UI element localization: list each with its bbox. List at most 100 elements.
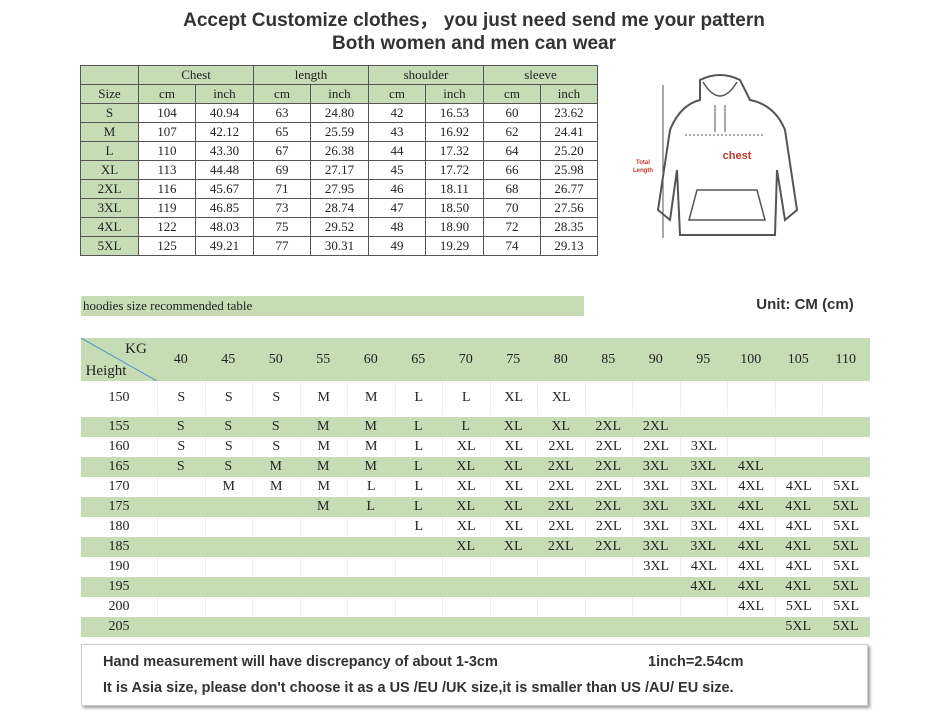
table-cell: 69 [254,161,311,180]
table-cell: 42.12 [196,123,254,142]
table-cell: M [347,381,395,415]
table-cell: 45 [221,351,236,367]
table-cell [81,617,870,637]
table-cell: 2XL [547,539,574,554]
table-cell: 3XL [679,477,728,497]
table-cell [252,517,300,537]
table-cell: inch [196,85,254,104]
corner-diagonal [81,338,157,381]
header-line: Both women and men can wear [332,33,616,54]
table-cell [727,381,775,415]
table-cell: 4XL [785,539,812,554]
table-cell: L [394,517,443,537]
table-cell [775,417,823,437]
table-cell: XL [503,539,523,554]
table-cell: cm [254,85,311,104]
table-cell: 3XL [690,499,717,514]
table-cell: 110 [835,351,856,367]
table-cell: L [347,477,395,497]
table-cell: 64 [484,142,541,161]
diagram-label: Total [636,160,650,166]
table-cell [252,557,300,577]
table-cell: XL [551,419,571,434]
diagram-label: Length [633,168,653,174]
table-cell: 29.13 [541,237,598,256]
table-cell: 74 [484,237,541,256]
table-cell [490,617,538,637]
table-cell: 2XL [584,477,633,497]
table-cell [157,477,205,497]
table-cell: 75 [506,351,521,367]
table-cell [395,617,443,637]
table-cell [81,437,870,457]
hoodie-diagram: chest Total Length [633,74,799,238]
table-cell: 70 [484,199,541,218]
table-cell: 4XL [737,579,764,594]
table-cell [205,577,253,597]
table-cell [584,597,633,617]
table-cell [585,577,633,597]
table-cell: 2XL [595,459,622,474]
table-cell: XL [456,459,476,474]
table-cell [299,597,348,617]
table-cell: 5XL [832,499,859,514]
table-cell: 2XL [632,437,680,457]
table-cell: S [176,459,185,474]
table-cell: 26.77 [541,180,598,199]
table-cell [347,597,395,617]
table-cell [585,617,633,637]
table-cell [727,617,775,637]
table-cell: 2XL [537,437,585,457]
table-cell: 3XL [632,517,680,537]
size-table [80,65,598,256]
table-cell: 27.17 [311,161,369,180]
table-cell: 200 [108,599,130,614]
table-cell: 40 [173,351,188,367]
table-cell [252,537,300,557]
table-cell: S [224,419,233,434]
table-cell: 100 [740,351,762,367]
table-cell [300,617,348,637]
table-cell: M [81,123,139,142]
table-cell: 3XL [642,459,669,474]
table-cell: M [364,419,377,434]
table-cell [347,617,395,637]
table-cell: 125 [139,237,196,256]
table-cell: 42 [369,104,426,123]
table-cell [394,557,443,577]
table-cell [205,537,253,557]
table-cell [157,597,205,617]
table-cell [81,66,139,85]
table-cell: 5XL [832,579,859,594]
table-cell: L [442,381,490,415]
table-cell: XL [442,437,490,457]
table-cell [205,617,253,637]
table-cell: 40.94 [196,104,254,123]
table-cell: XL [503,499,523,514]
table-cell: S [204,437,253,457]
table-cell: 4XL [737,459,764,474]
table-cell: 47 [369,199,426,218]
table-cell: 3XL [642,499,669,514]
table-cell: 105 [787,351,809,367]
table-cell [395,537,443,557]
table-cell [81,381,870,415]
table-cell: 25.98 [541,161,598,180]
table-cell: XL [456,499,476,514]
table-cell: XL [537,381,585,415]
table-cell: S [252,437,300,457]
table-cell: Chest [139,66,254,85]
table-cell: 4XL [774,557,823,577]
table-cell: L [413,459,423,474]
table-cell: 55 [316,351,331,367]
table-cell: 18.50 [426,199,484,218]
table-cell: 4XL [785,579,812,594]
table-cell: 66 [484,161,541,180]
table-cell: M [204,477,253,497]
table-cell: 4XL [727,517,775,537]
table-cell: M [317,499,330,514]
header-line: Accept Customize clothes， you just need … [183,10,765,31]
table-cell: 24.41 [541,123,598,142]
table-cell: L [394,477,443,497]
table-cell: M [347,437,395,457]
